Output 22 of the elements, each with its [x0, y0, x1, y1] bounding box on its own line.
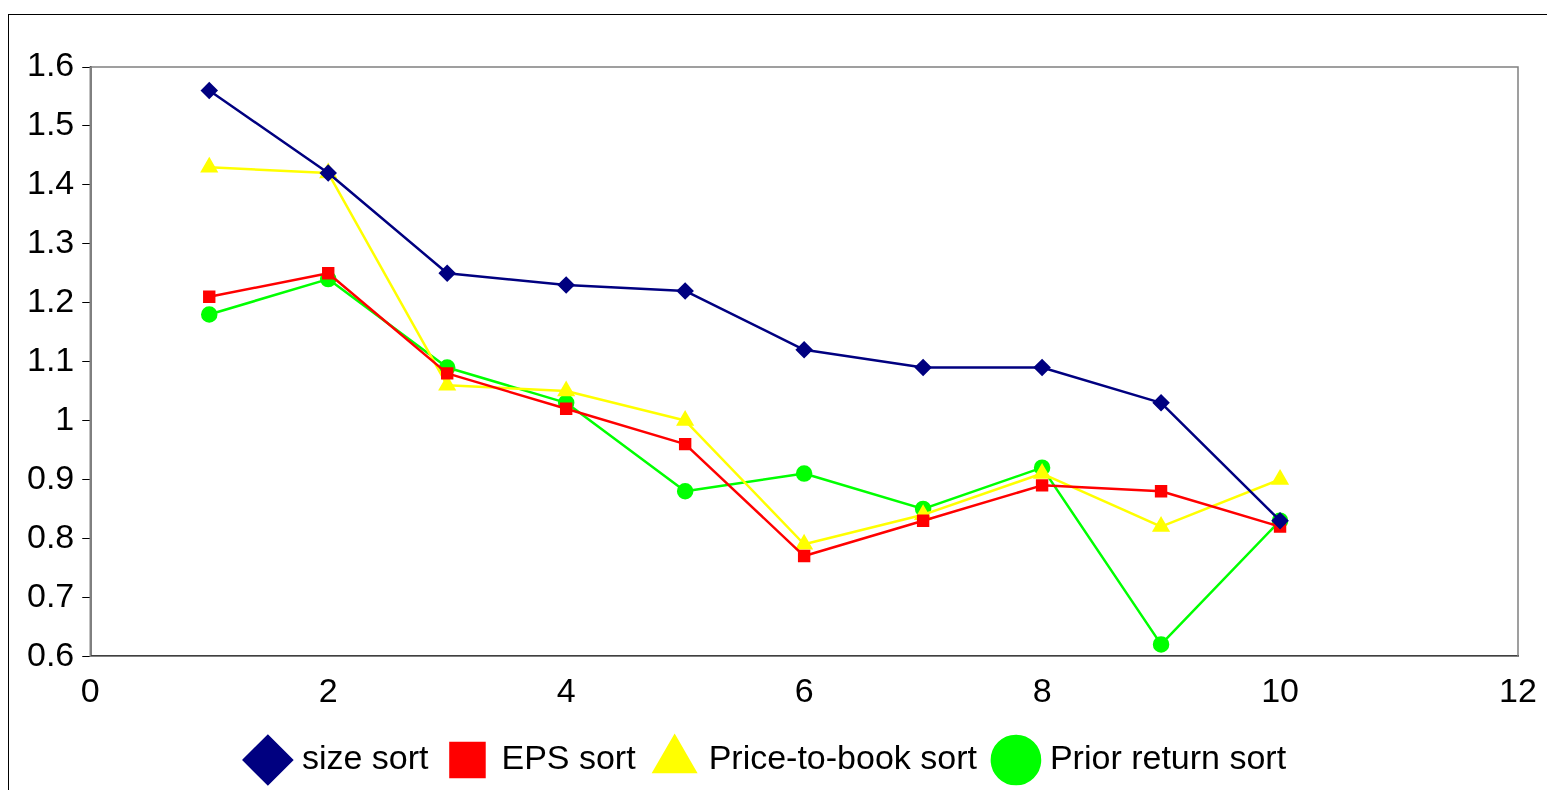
y-tick-label: 1.1	[27, 339, 75, 378]
y-tick-label: 1.2	[27, 281, 75, 320]
legend-label: Prior return sort	[1049, 738, 1287, 777]
x-tick-label: 2	[318, 670, 338, 709]
x-tick-label: 0	[80, 670, 100, 709]
y-tick-label: 0.9	[27, 457, 75, 496]
legend-label: Price-to-book sort	[708, 738, 978, 777]
y-tick-label: 0.7	[27, 575, 75, 614]
legend-label: EPS sort	[501, 738, 637, 777]
x-tick-label: 12	[1499, 670, 1537, 709]
legend-label: size sort	[301, 738, 430, 777]
y-tick-label: 1.5	[27, 104, 75, 143]
y-tick-label: 1.4	[27, 163, 75, 202]
y-tick-label: 1.3	[27, 222, 75, 261]
y-tick-label: 0.8	[27, 516, 75, 555]
y-tick-label: 1.6	[27, 45, 75, 84]
x-tick-label: 6	[794, 670, 814, 709]
y-tick-label: 1	[55, 398, 75, 437]
x-tick-label: 8	[1032, 670, 1052, 709]
y-tick-label: 0.6	[27, 634, 75, 673]
x-tick-label: 4	[556, 670, 576, 709]
x-tick-label: 10	[1261, 670, 1299, 709]
